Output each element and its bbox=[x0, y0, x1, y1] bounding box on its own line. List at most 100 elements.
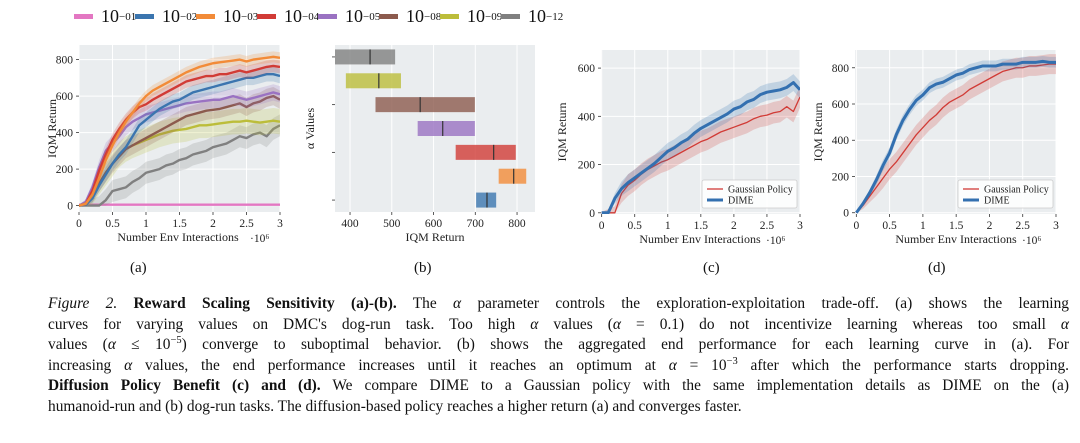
x-tick-label: 0 bbox=[599, 220, 605, 232]
caption-segment: increasing bbox=[48, 356, 125, 374]
caption-segment: parameter controls the exploration-explo… bbox=[461, 295, 1069, 312]
x-tick-label: 800 bbox=[508, 218, 526, 230]
series-group bbox=[855, 54, 1056, 214]
series-line bbox=[855, 59, 1056, 214]
x-tick-label: 2 bbox=[210, 218, 216, 230]
legend-base: 10 bbox=[406, 6, 424, 26]
x-tick-label: 3 bbox=[277, 218, 283, 230]
series-line bbox=[79, 55, 280, 207]
y-tick-label: 600 bbox=[578, 63, 596, 75]
legend-item: 10 −05 bbox=[318, 6, 380, 27]
x-tick-label: 1.5 bbox=[949, 220, 964, 232]
legend-swatch bbox=[257, 14, 276, 19]
y-tick-label: 200 bbox=[578, 160, 596, 172]
legend-base: 10 bbox=[162, 6, 180, 26]
caption-line: Diffusion Policy Benefit (c) and (d). We… bbox=[48, 376, 1069, 397]
caption-segment: ) converge to suboptimal behavior. (b) s… bbox=[181, 336, 1069, 354]
caption-segment: −5 bbox=[170, 335, 182, 347]
caption-line: values (α ≤ 10−5) converge to suboptimal… bbox=[48, 335, 1069, 356]
y-axis-label: IQM Return bbox=[555, 103, 569, 162]
y-axis-label: α Values bbox=[303, 108, 317, 150]
interval-bar bbox=[498, 168, 527, 184]
figure-caption: Figure 2. Reward Scaling Sensitivity (a)… bbox=[48, 294, 1069, 418]
legend-swatch bbox=[196, 14, 215, 19]
series-line bbox=[79, 64, 280, 207]
y-tick-label: 200 bbox=[56, 164, 74, 176]
legend-swatch bbox=[501, 14, 520, 19]
interval-bar bbox=[476, 192, 497, 208]
panel-label-a: (a) bbox=[130, 260, 147, 276]
legend-swatch bbox=[440, 14, 459, 19]
caption-segment: after which the performance starts dropp… bbox=[737, 356, 1070, 374]
interval-bar bbox=[345, 73, 401, 89]
x-axis-multiplier: ·10⁶ bbox=[766, 235, 785, 247]
caption-segment: = 0.1) do not incentivize learning where… bbox=[621, 315, 1061, 333]
legend-exponent: −09 bbox=[485, 10, 503, 23]
caption-segment: α bbox=[612, 315, 621, 333]
legend-item: 10 −04 bbox=[257, 6, 319, 27]
panel-label-b: (b) bbox=[414, 260, 432, 276]
caption-line: curves for varying values on DMC's dog-r… bbox=[48, 315, 1069, 336]
caption-segment: values, the end performance increases un… bbox=[132, 356, 669, 374]
legend-label: Gaussian Policy bbox=[984, 185, 1049, 196]
legend-exponent: −03 bbox=[241, 10, 259, 23]
caption-segment: The bbox=[396, 295, 454, 312]
x-axis-label: Number Env Interactions bbox=[639, 232, 761, 246]
x-tick-label: 1 bbox=[920, 220, 926, 232]
series-line bbox=[79, 73, 280, 207]
confidence-band bbox=[601, 74, 800, 213]
caption-segment: α bbox=[453, 295, 462, 312]
x-tick-label: 0 bbox=[76, 218, 82, 230]
legend-exponent: −12 bbox=[546, 10, 564, 23]
y-tick-label: 600 bbox=[832, 99, 850, 111]
chart-d: 0 0.5 1 1.5 2 2.5 3 0 200 400 600 800 Number Env Int… bbox=[811, 50, 1059, 247]
y-tick-label: 400 bbox=[578, 111, 596, 123]
x-tick-label: 500 bbox=[383, 218, 401, 230]
legend-swatch bbox=[135, 14, 154, 19]
panel-label-d: (d) bbox=[928, 260, 946, 276]
chart-a: 0 0.5 1 1.5 2 2.5 3 0 200 400 600 800 Number Env Int… bbox=[45, 45, 283, 245]
legend-exponent: −08 bbox=[424, 10, 442, 23]
caption-segment: We compare DIME to a Gaussian policy wit… bbox=[320, 377, 1069, 395]
x-tick-label: 0.5 bbox=[882, 220, 897, 232]
series-group bbox=[79, 51, 280, 207]
x-tick-label: 2 bbox=[987, 220, 993, 232]
legend-item: 10 −12 bbox=[501, 6, 563, 27]
series-line bbox=[601, 96, 800, 214]
legend-base: 10 bbox=[467, 6, 485, 26]
x-tick-label: 0.5 bbox=[628, 220, 643, 232]
series-line bbox=[79, 124, 280, 207]
x-axis-label: Number Env Interactions bbox=[117, 230, 239, 244]
series-line bbox=[601, 81, 800, 214]
legend-base: 10 bbox=[223, 6, 241, 26]
chart-b: 400 500 600 700 800 IQM Return α Values bbox=[303, 45, 535, 244]
y-axis-label: IQM Return bbox=[811, 103, 825, 162]
confidence-band bbox=[79, 66, 280, 206]
x-tick-label: 0.5 bbox=[105, 218, 120, 230]
legend-exponent: −04 bbox=[302, 10, 320, 23]
x-tick-label: 1 bbox=[143, 218, 149, 230]
legend-exponent: −05 bbox=[363, 10, 381, 23]
x-tick-label: 1.5 bbox=[694, 220, 709, 232]
caption-segment: Diffusion Policy Benefit (c) and (d). bbox=[48, 377, 321, 395]
y-tick-label: 0 bbox=[67, 201, 73, 213]
x-tick-label: 2 bbox=[731, 220, 737, 232]
legend-box bbox=[957, 179, 1054, 209]
chart-c: 0 0.5 1 1.5 2 2.5 3 0 200 400 600 Number Env Intera… bbox=[555, 50, 803, 247]
legend-exponent: −02 bbox=[180, 10, 198, 23]
y-tick-label: 600 bbox=[56, 91, 74, 103]
interval-bar bbox=[417, 121, 475, 136]
interval-bar bbox=[455, 144, 516, 160]
y-tick-label: 400 bbox=[832, 135, 850, 147]
legend-label: DIME bbox=[984, 196, 1010, 207]
legend-base: 10 bbox=[345, 6, 363, 26]
x-tick-label: 400 bbox=[341, 218, 359, 230]
panel-label-c: (c) bbox=[703, 260, 720, 276]
legend-item: 10 −09 bbox=[440, 6, 502, 27]
legend-base: 10 bbox=[528, 6, 546, 26]
legend-exponent: −01 bbox=[119, 10, 137, 23]
x-axis-label: Number Env Interactions bbox=[895, 232, 1017, 246]
y-tick-label: 400 bbox=[56, 128, 74, 140]
legend-base: 10 bbox=[101, 6, 119, 26]
